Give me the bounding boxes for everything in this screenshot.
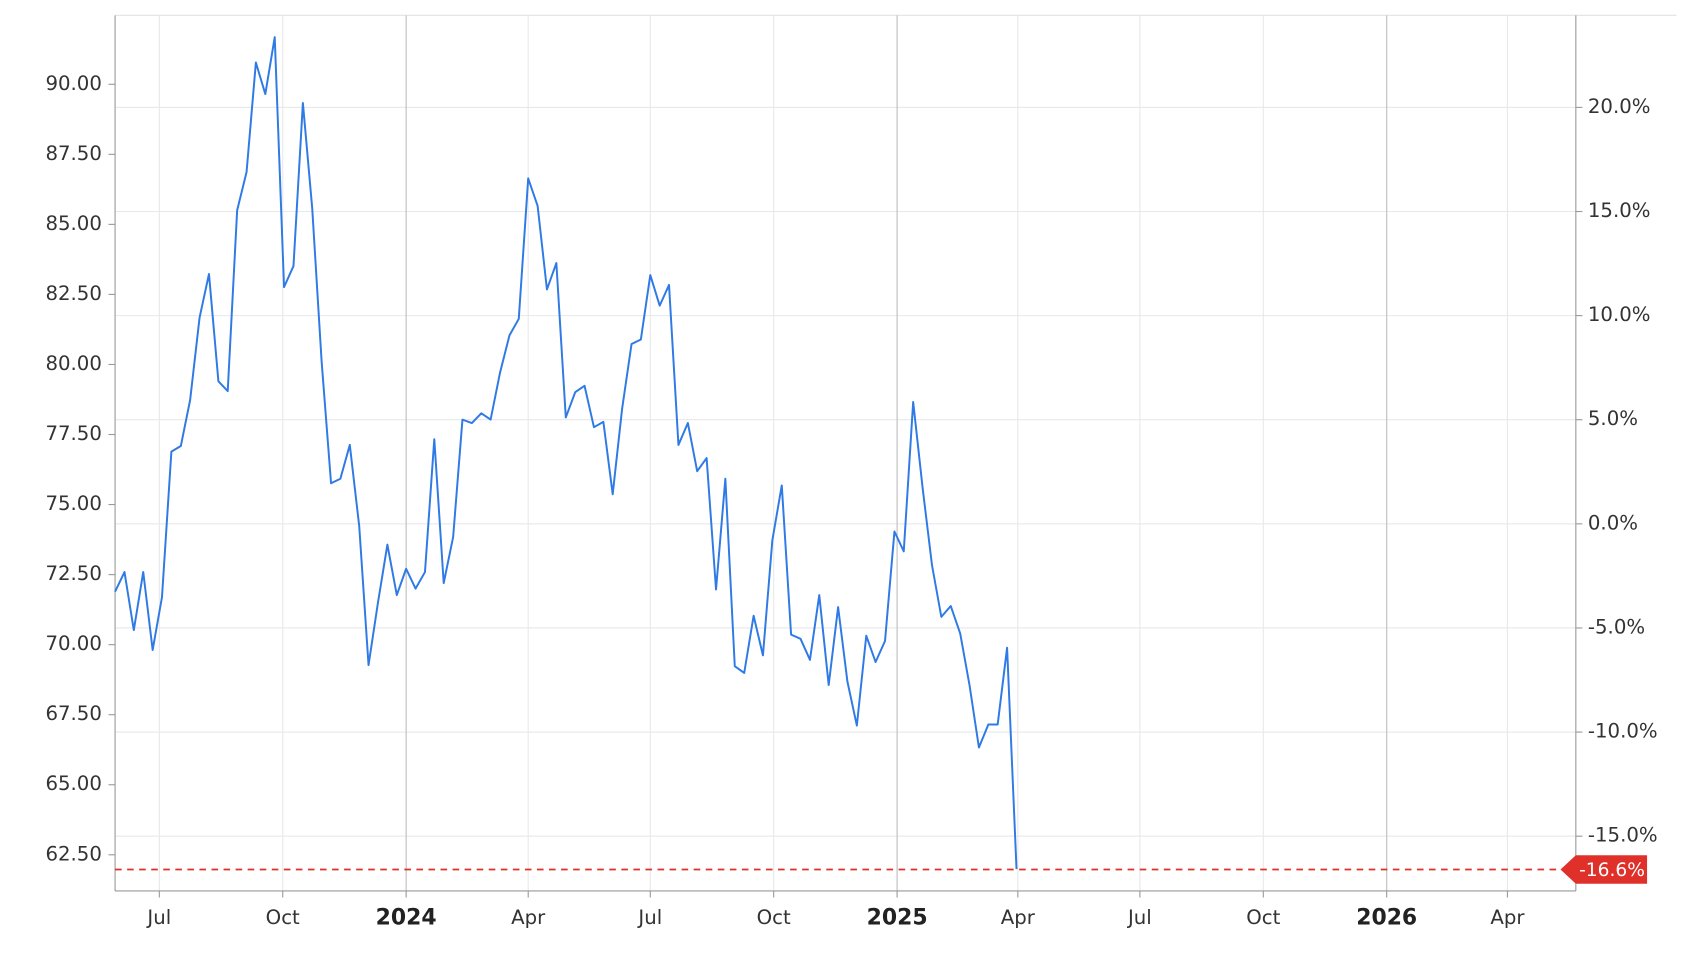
y2-tick-label: 15.0%: [1588, 199, 1651, 222]
x-tick-label: 2025: [867, 905, 928, 930]
x-tick-label: 2024: [376, 905, 437, 930]
y2-tick-label: 5.0%: [1588, 407, 1638, 430]
y-tick-label: 75.00: [45, 492, 101, 515]
y2-tick-label: 10.0%: [1588, 303, 1651, 326]
y-tick-label: 87.50: [45, 142, 101, 165]
x-tick-label: Jul: [1126, 906, 1152, 929]
y-tick-label: 85.00: [45, 212, 101, 235]
y-tick-label: 77.50: [45, 422, 101, 445]
y-tick-label: 67.50: [45, 702, 101, 725]
y2-tick-label: 0.0%: [1588, 511, 1638, 534]
y2-tick-label: -15.0%: [1588, 824, 1658, 847]
x-tick-label: Apr: [1490, 906, 1525, 929]
x-tick-label: Oct: [1246, 906, 1280, 929]
x-tick-label: Jul: [145, 906, 171, 929]
x-tick-label: Oct: [266, 906, 300, 929]
x-tick-label: Apr: [1001, 906, 1036, 929]
x-tick-label: 2026: [1356, 905, 1417, 930]
y2-tick-label: -5.0%: [1588, 615, 1645, 638]
y-tick-label: 80.00: [45, 352, 101, 375]
y-tick-label: 82.50: [45, 282, 101, 305]
y2-tick-label: 20.0%: [1588, 95, 1651, 118]
y-tick-label: 65.00: [45, 772, 101, 795]
x-tick-label: Apr: [511, 906, 546, 929]
reference-tag: [1560, 855, 1648, 884]
y-tick-label: 72.50: [45, 562, 101, 585]
y-tick-label: 90.00: [45, 72, 101, 95]
y2-tick-label: -10.0%: [1588, 720, 1658, 743]
y-tick-label: 62.50: [45, 842, 101, 865]
x-tick-label: Jul: [636, 906, 662, 929]
reference-label: -16.6%: [1579, 860, 1645, 881]
price-line: [114, 36, 1018, 870]
y-tick-label: 70.00: [45, 632, 101, 655]
x-tick-label: Oct: [757, 906, 791, 929]
